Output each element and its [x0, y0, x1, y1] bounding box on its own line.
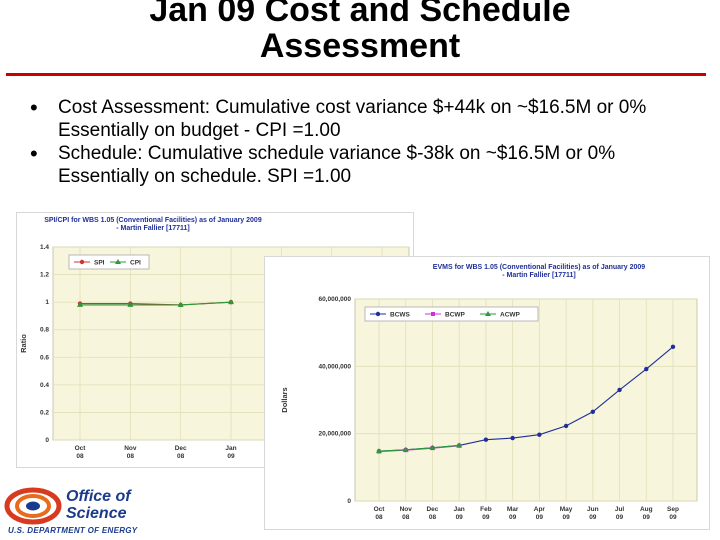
legend-swatch-marker [79, 259, 85, 265]
legend-label: SPI [94, 260, 105, 267]
x-tick-label: Nov [124, 445, 137, 452]
x-tick-label: 09 [643, 514, 651, 521]
y-tick-label: 60,000,000 [318, 296, 351, 303]
x-tick-label: Nov [400, 506, 413, 513]
x-tick-label: Aug [640, 506, 653, 513]
legend-label: BCWS [390, 312, 411, 319]
chart-subtitle: - Martin Fallier [17711] [116, 225, 190, 232]
y-tick-label: 1 [45, 299, 49, 306]
x-tick-label: 08 [402, 514, 410, 521]
data-point-bcws [510, 435, 515, 441]
legend-swatch-marker [485, 311, 491, 316]
y-tick-label: 1.2 [40, 272, 49, 279]
evms-chart-panel: EVMS for WBS 1.05 (Conventional Faciliti… [264, 256, 710, 530]
plot-area [354, 298, 698, 502]
doe-office-of-science-logo: Office of Science U.S. DEPARTMENT OF ENE… [4, 486, 154, 536]
y-tick-label: 0 [45, 437, 49, 444]
data-point-bcws [537, 432, 542, 437]
data-point-cpi [177, 301, 184, 307]
x-tick-label: 09 [227, 453, 235, 460]
data-point-cpi [127, 301, 134, 307]
bullet-text-schedule: Schedule: Cumulative schedule variance $… [58, 143, 616, 187]
legend-swatch-marker [375, 311, 381, 317]
legend-swatch-marker [115, 259, 121, 264]
x-tick-label: Mar [507, 506, 519, 513]
data-point-bcws [644, 366, 649, 372]
x-tick-label: 09 [669, 514, 677, 521]
x-tick-label: Dec [426, 506, 438, 513]
x-tick-label: Jul [615, 506, 625, 513]
data-point-bcws [670, 344, 676, 350]
chart-title: SPI/CPI for WBS 1.05 (Conventional Facil… [44, 217, 262, 224]
x-tick-label: Oct [374, 506, 386, 513]
legend-label: CPI [130, 260, 141, 267]
x-tick-label: 09 [616, 514, 624, 521]
y-tick-label: 0.4 [40, 382, 49, 389]
title-underline [6, 73, 706, 76]
data-point-acwp [376, 448, 382, 454]
x-tick-label: 09 [562, 514, 570, 521]
y-tick-label: 40,000,000 [318, 363, 351, 370]
x-tick-label: 08 [76, 453, 84, 460]
logo-text-line1: Office of [66, 488, 131, 505]
slide-title: Jan 09 Cost and Schedule Assessment [60, 0, 660, 64]
x-tick-label: Jan [225, 445, 236, 452]
chart-subtitle: - Martin Fallier [17711] [502, 272, 576, 279]
x-tick-label: 08 [127, 453, 135, 460]
chart-title: EVMS for WBS 1.05 (Conventional Faciliti… [433, 264, 646, 271]
x-tick-label: 08 [429, 514, 437, 521]
y-tick-label: 1.4 [40, 244, 49, 251]
data-point-bcws [617, 387, 622, 393]
x-tick-label: Sep [667, 506, 679, 513]
y-tick-label: 20,000,000 [318, 431, 351, 438]
x-tick-label: 08 [177, 453, 185, 460]
data-point-acwp [456, 442, 463, 448]
data-point-cpi [228, 299, 234, 305]
y-tick-label: 0.6 [40, 354, 49, 361]
bullet-glyph: • [30, 95, 38, 120]
y-tick-label: 0.8 [40, 327, 49, 334]
legend-swatch-marker [431, 312, 435, 316]
bullet-item-cost: • Cost Assessment: Cumulative cost varia… [30, 96, 710, 142]
y-axis-label: Dollars [280, 387, 289, 412]
x-tick-label: Dec [175, 445, 187, 452]
legend-label: BCWP [445, 312, 466, 319]
y-tick-label: 0 [347, 498, 351, 505]
x-tick-label: 09 [509, 514, 517, 521]
slide-title-line2: Assessment [259, 27, 461, 65]
data-point-bcws [563, 423, 569, 429]
x-tick-label: Oct [75, 445, 87, 452]
data-point-acwp [402, 446, 409, 452]
data-point-bcws [483, 437, 489, 442]
x-tick-label: Jun [587, 506, 599, 513]
data-point-cpi [77, 301, 83, 307]
x-tick-label: Feb [480, 506, 492, 513]
y-axis-label: Ratio [19, 334, 28, 353]
bullet-list: • Cost Assessment: Cumulative cost varia… [30, 96, 710, 188]
legend-box [68, 254, 150, 270]
x-tick-label: 09 [536, 514, 544, 521]
logo-text-line3: U.S. DEPARTMENT OF ENERGY [8, 526, 138, 535]
x-tick-label: 09 [482, 514, 490, 521]
x-tick-label: Jan [454, 506, 465, 513]
x-tick-label: 09 [589, 514, 597, 521]
x-tick-label: 09 [456, 514, 464, 521]
x-tick-label: Apr [534, 506, 546, 513]
legend-box [364, 306, 539, 322]
bullet-item-schedule: • Schedule: Cumulative schedule variance… [30, 142, 710, 188]
y-tick-label: 0.2 [40, 409, 49, 416]
doe-logo-icon [4, 487, 62, 525]
bullet-text-cost: Cost Assessment: Cumulative cost varianc… [58, 97, 647, 141]
x-tick-label: May [560, 506, 573, 513]
bullet-glyph: • [30, 141, 38, 166]
series-line-cpi [80, 301, 232, 306]
legend-label: ACWP [500, 312, 521, 319]
data-point-bcws [590, 409, 596, 414]
series-line-acwp [378, 444, 460, 452]
logo-text-line2: Science [66, 505, 127, 522]
x-tick-label: 08 [375, 514, 383, 521]
evms-chart: EVMS for WBS 1.05 (Conventional Faciliti… [280, 264, 698, 521]
slide-title-line1: Jan 09 Cost and Schedule [149, 0, 571, 29]
data-point-acwp [429, 444, 436, 450]
